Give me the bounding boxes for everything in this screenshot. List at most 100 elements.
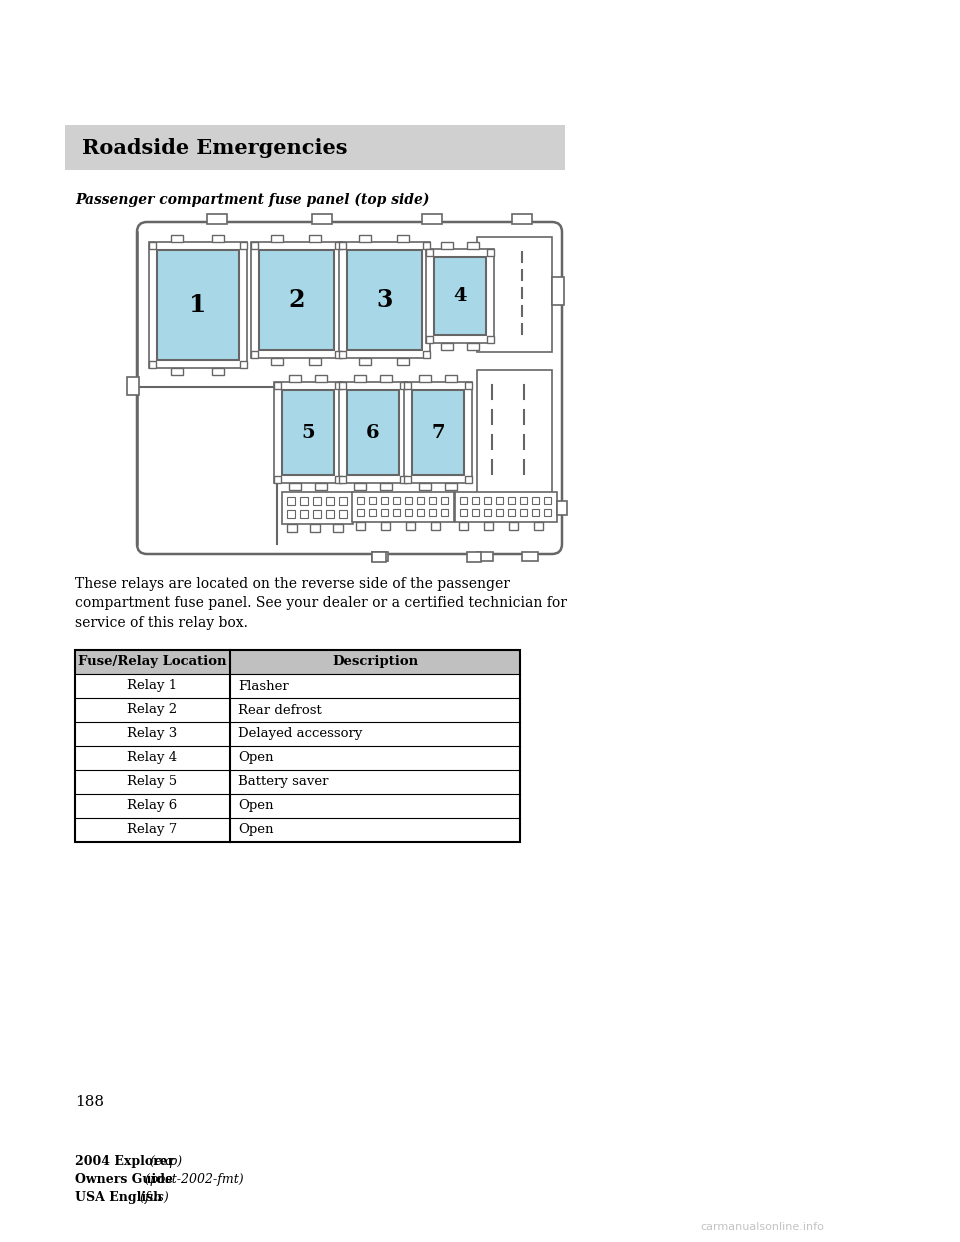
Bar	[251, 242, 342, 358]
Bar	[417, 497, 424, 504]
Text: Battery saver: Battery saver	[238, 775, 328, 789]
Bar	[441, 242, 453, 248]
Text: 188: 188	[75, 1095, 104, 1109]
Bar	[212, 235, 224, 242]
Bar	[335, 242, 342, 248]
Bar	[423, 351, 430, 358]
Bar	[431, 522, 440, 530]
Bar	[312, 214, 332, 224]
Bar	[369, 509, 376, 515]
Bar	[310, 524, 320, 532]
Bar	[326, 497, 334, 505]
Text: Relay 1: Relay 1	[128, 679, 178, 693]
Bar	[240, 361, 247, 368]
Bar	[339, 351, 346, 358]
Bar	[465, 476, 472, 483]
Bar	[423, 242, 430, 248]
Bar	[429, 509, 436, 515]
Bar	[484, 497, 491, 504]
Bar	[354, 483, 366, 491]
Text: Relay 6: Relay 6	[128, 800, 178, 812]
Bar	[412, 390, 464, 474]
Bar	[157, 250, 239, 360]
Bar	[357, 509, 364, 515]
Text: USA English: USA English	[75, 1191, 162, 1203]
Bar	[467, 551, 481, 561]
Bar	[467, 242, 479, 248]
Text: Relay 2: Relay 2	[128, 703, 178, 717]
Bar	[335, 351, 342, 358]
Text: Relay 3: Relay 3	[128, 728, 178, 740]
Bar	[532, 497, 539, 504]
Text: Rear defrost: Rear defrost	[238, 703, 322, 717]
Text: (fus): (fus)	[135, 1191, 168, 1203]
Bar	[339, 383, 346, 389]
Bar	[347, 250, 422, 350]
Bar	[274, 476, 281, 483]
Text: 5: 5	[301, 424, 315, 441]
Bar	[441, 497, 448, 504]
Bar	[460, 497, 467, 504]
Bar	[472, 509, 479, 515]
Bar	[397, 235, 409, 242]
Bar	[274, 383, 281, 389]
Bar	[508, 497, 515, 504]
Bar	[381, 509, 388, 515]
Bar	[65, 125, 565, 170]
Bar	[381, 497, 388, 504]
Bar	[484, 522, 493, 530]
Text: Owners Guide: Owners Guide	[75, 1172, 173, 1186]
Bar	[397, 358, 409, 365]
Bar	[544, 509, 551, 515]
Bar	[557, 501, 567, 515]
Bar	[315, 483, 327, 491]
Bar	[171, 235, 183, 242]
Bar	[522, 551, 538, 561]
Bar	[496, 497, 503, 504]
Bar	[455, 492, 557, 522]
Text: Open: Open	[238, 751, 274, 765]
Bar	[339, 497, 347, 505]
Bar	[426, 248, 433, 256]
Bar	[459, 522, 468, 530]
Bar	[429, 497, 436, 504]
Text: 2: 2	[288, 288, 304, 312]
Bar	[406, 522, 415, 530]
Bar	[356, 522, 365, 530]
Text: carmanualsonline.info: carmanualsonline.info	[700, 1222, 824, 1232]
Text: Fuse/Relay Location: Fuse/Relay Location	[79, 656, 227, 668]
Bar	[477, 237, 552, 351]
Text: Relay 5: Relay 5	[128, 775, 178, 789]
Bar	[287, 497, 295, 505]
Text: These relays are located on the reverse side of the passenger
compartment fuse p: These relays are located on the reverse …	[75, 578, 567, 630]
Bar	[477, 551, 493, 561]
Bar	[400, 383, 407, 389]
Bar	[380, 375, 392, 383]
Bar	[426, 337, 433, 343]
Bar	[171, 368, 183, 375]
Bar	[419, 375, 431, 383]
Bar	[422, 214, 442, 224]
Text: 3: 3	[376, 288, 393, 312]
Text: Open: Open	[238, 800, 274, 812]
Bar	[347, 390, 399, 474]
Bar	[544, 497, 551, 504]
Text: 6: 6	[366, 424, 380, 441]
Text: 2004 Explorer: 2004 Explorer	[75, 1155, 175, 1167]
Bar	[212, 368, 224, 375]
Text: Roadside Emergencies: Roadside Emergencies	[82, 138, 348, 158]
Bar	[520, 509, 527, 515]
Bar	[149, 361, 156, 368]
Bar	[149, 242, 156, 248]
Bar	[417, 509, 424, 515]
Bar	[313, 510, 321, 518]
Text: Relay 7: Relay 7	[128, 823, 178, 837]
Bar	[127, 378, 139, 395]
Text: Open: Open	[238, 823, 274, 837]
Bar	[393, 497, 400, 504]
Text: Description: Description	[332, 656, 418, 668]
Bar	[445, 483, 457, 491]
Bar	[381, 522, 390, 530]
Bar	[289, 483, 301, 491]
Bar	[369, 497, 376, 504]
